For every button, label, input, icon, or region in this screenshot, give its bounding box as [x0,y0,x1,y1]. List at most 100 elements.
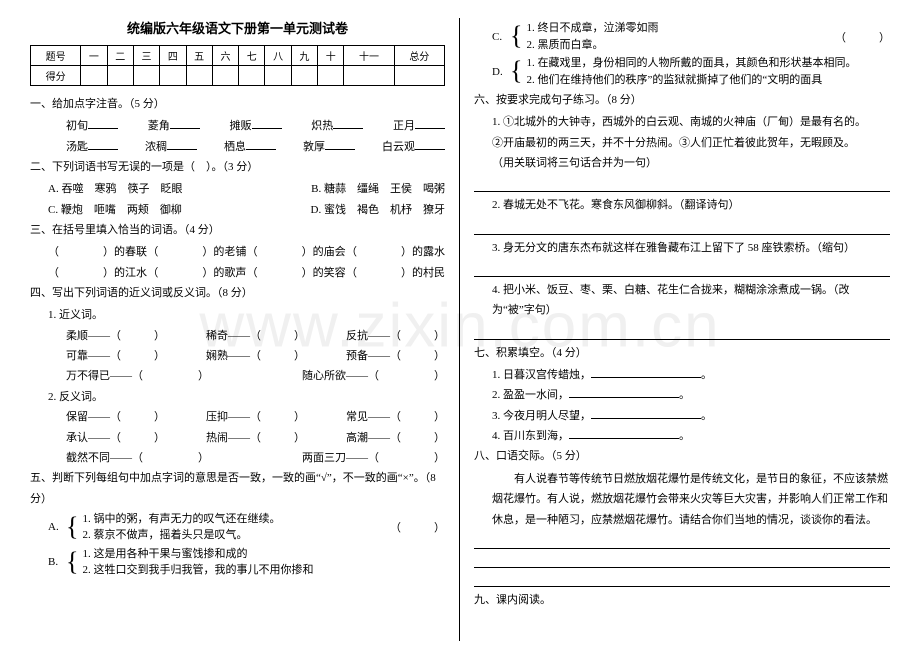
q3-i: （ ）的春联 [48,242,147,262]
th-4: 四 [160,46,186,66]
q4-s2r2: 承认——（ ） 热闹——（ ） 高潮——（ ） [30,428,445,448]
q4-i: 承认——（ ） [66,428,165,448]
q1-w: 白云观 [382,141,415,153]
td-10 [318,66,344,86]
q4-i: 压抑——（ ） [206,407,305,427]
blank [415,138,445,150]
q5-C2: 2. 黑质而白章。 [526,37,658,54]
blank [333,117,363,129]
q4-i: 保留——（ ） [66,407,165,427]
q5-C1: 1. 终日不成章，泣涕零如雨 [526,20,658,37]
th-1: 一 [81,46,107,66]
q7-4: 4. 百川东到海，。 [474,426,890,446]
blank [591,407,701,419]
label-D: D. [492,66,510,78]
th-0: 题号 [31,46,81,66]
td-4 [160,66,186,86]
blank [415,117,445,129]
q7-1t: 1. 日暮汉宫传蜡烛， [492,369,591,381]
td-8 [265,66,291,86]
q3-i: （ ）的露水 [346,242,445,262]
q3-i: （ ）的老铺 [147,242,246,262]
left-column: 统编版六年级语文下册第一单元测试卷 题号 一 二 三 四 五 六 七 八 九 十… [30,18,460,641]
q5-C: C. { 1. 终日不成章，泣涕零如雨 2. 黑质而白章。 （ ） [492,20,890,53]
q5-B2: 2. 这牲口交到我手归我管，我的事儿不用你掺和 [82,562,313,579]
q2-a: A. 吞噬 寒鸦 筷子 眨眼 [48,179,182,199]
q3-r2: （ ）的江水 （ ）的歌声 （ ）的笑容 （ ）的村民 [30,263,445,283]
q5-A: A. { 1. 锅中的粥，有声无力的叹气还在继续。 2. 蔡京不做声，摇着头只是… [48,511,445,544]
q2-cd: C. 鞭炮 咂嘴 两颊 御柳 D. 蜜饯 褐色 机杼 獠牙 [30,200,445,220]
td-2 [107,66,133,86]
q1-w: 浓稠 [145,141,167,153]
th-10: 十 [318,46,344,66]
q4-i: 万不得已——（ ） [66,366,209,386]
q6-head: 六、按要求完成句子练习。（8 分） [474,90,890,110]
blank [88,138,118,150]
q5-D: D. { 1. 在藏戏里，身份相同的人物所戴的面具，其颜色和形状基本相同。 2.… [492,55,890,88]
q6-3: 3. 身无分文的唐东杰布就这样在雅鲁藏布江上留下了 58 座铁索桥。（缩句） [474,238,890,258]
q3-i: （ ）的村民 [346,263,445,283]
td-11 [344,66,394,86]
answer-line [474,219,890,235]
q1-w: 正月 [393,120,415,132]
answer-line [474,324,890,340]
blank [246,138,276,150]
q3-i: （ ）的江水 [48,263,147,283]
q4-s2r3: 截然不同——（ ） 两面三刀——（ ） [30,448,445,468]
q4-i: 预备——（ ） [346,346,445,366]
blank [325,138,355,150]
score-value-row: 得分 [31,66,445,86]
q1-head: 一、给加点字注音。（5 分） [30,94,445,114]
q6-4: 4. 把小米、饭豆、枣、栗、白糖、花生仁合拢来，糊糊涂涂煮成一锅。（改为“被”字… [474,280,890,321]
answer-line [474,533,890,549]
q7-1: 1. 日暮汉宫传蜡烛，。 [474,365,890,385]
brace-icon: { [510,60,522,82]
q1-w: 敦厚 [303,141,325,153]
answer-paren: （ ） [390,519,445,535]
th-6: 六 [212,46,238,66]
th-2: 二 [107,46,133,66]
q1-w: 汤匙 [66,141,88,153]
td-6 [212,66,238,86]
th-5: 五 [186,46,212,66]
label-B: B. [48,556,66,568]
page-container: 统编版六年级语文下册第一单元测试卷 题号 一 二 三 四 五 六 七 八 九 十… [30,18,890,641]
q4-s1r2: 可靠——（ ） 娴熟——（ ） 预备——（ ） [30,346,445,366]
td-label: 得分 [31,66,81,86]
brace-icon: { [66,551,78,573]
q5-head: 五、判断下列每组句中加点字词的意思是否一致，一致的画“√”，不一致的画“×”。（… [30,468,445,509]
q4-i: 可靠——（ ） [66,346,165,366]
q3-i: （ ）的庙会 [247,242,346,262]
q8-body: 有人说春节等传统节日燃放烟花爆竹是传统文化，是节日的象征，不应该禁燃烟花爆竹。有… [474,469,890,530]
q7-2t: 2. 盈盈一水间， [492,389,569,401]
q5-B1: 1. 这是用各种干果与蜜饯掺和成的 [82,546,313,563]
answer-line [474,552,890,568]
answer-paren: （ ） [835,29,890,45]
q3-i: （ ）的歌声 [147,263,246,283]
q2-d: D. 蜜饯 褐色 机杼 獠牙 [311,200,445,220]
th-9: 九 [291,46,317,66]
blank [569,386,679,398]
td-3 [133,66,159,86]
blank [252,117,282,129]
q4-i: 娴熟——（ ） [206,346,305,366]
q1-w: 栖息 [224,141,246,153]
q4-s1r1: 柔顺——（ ） 稀奇——（ ） 反抗——（ ） [30,326,445,346]
th-8: 八 [265,46,291,66]
q4-head: 四、写出下列词语的近义词或反义词。（8 分） [30,283,445,303]
q7-4t: 4. 百川东到海， [492,430,569,442]
q6-2: 2. 春城无处不飞花。寒食东风御柳斜。（翻译诗句） [474,195,890,215]
td-7 [239,66,265,86]
th-11: 十一 [344,46,394,66]
q7-head: 七、积累填空。（4 分） [474,343,890,363]
q4-i: 两面三刀——（ ） [302,448,445,468]
q4-sub2: 2. 反义词。 [30,387,445,407]
score-table: 题号 一 二 三 四 五 六 七 八 九 十 十一 总分 得分 [30,45,445,86]
q4-i: 热闹——（ ） [206,428,305,448]
brace-icon: { [66,516,78,538]
q3-i: （ ）的笑容 [247,263,346,283]
blank [88,117,118,129]
td-5 [186,66,212,86]
q2-head: 二、下列词语书写无误的一项是（ ）。（3 分） [30,157,445,177]
q1-row1: 初旬 菱角 摊贩 炽热 正月 [30,116,445,136]
